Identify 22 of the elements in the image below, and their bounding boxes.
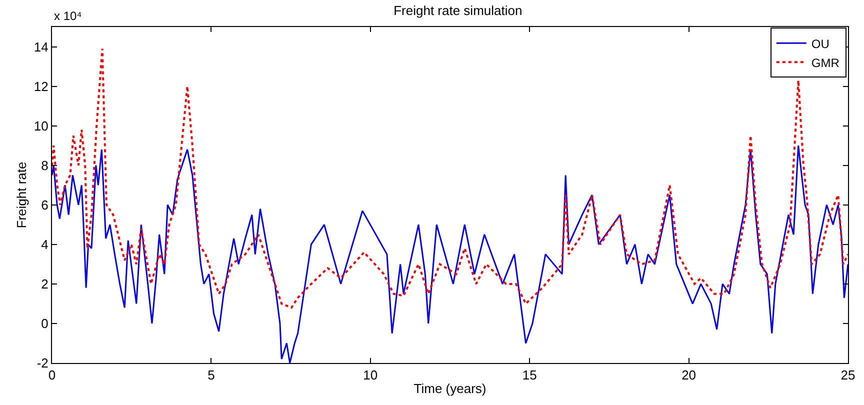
text: x 10⁴ [54,9,82,23]
x-tick-label: 10 [363,368,378,383]
y-tick-label: 10 [34,118,48,134]
y-tick-label: -2 [36,356,48,371]
y-tick-label: 8 [41,158,48,173]
x-tick-label: 20 [682,368,696,383]
x-axis-title: Time (years) [414,381,486,396]
y-tick-label: 0 [41,316,48,332]
x-tick-label: 15 [522,368,537,383]
legend-label: OU [811,36,830,51]
x-tick-label: 5 [208,368,215,383]
y-tick-label: 6 [41,197,48,212]
y-axis-title: Freight rate [14,162,29,228]
y-tick-label: 4 [41,236,48,252]
y-tick-label: 12 [34,78,48,94]
y-tick-label: 14 [34,39,48,54]
legend-label: GMR [811,56,840,70]
x-tick-label: 25 [840,368,856,383]
line-series [52,48,848,309]
line-series [52,144,848,363]
y-tick-label: 2 [41,276,48,292]
chart-title: Freight rate simulation [394,3,522,18]
